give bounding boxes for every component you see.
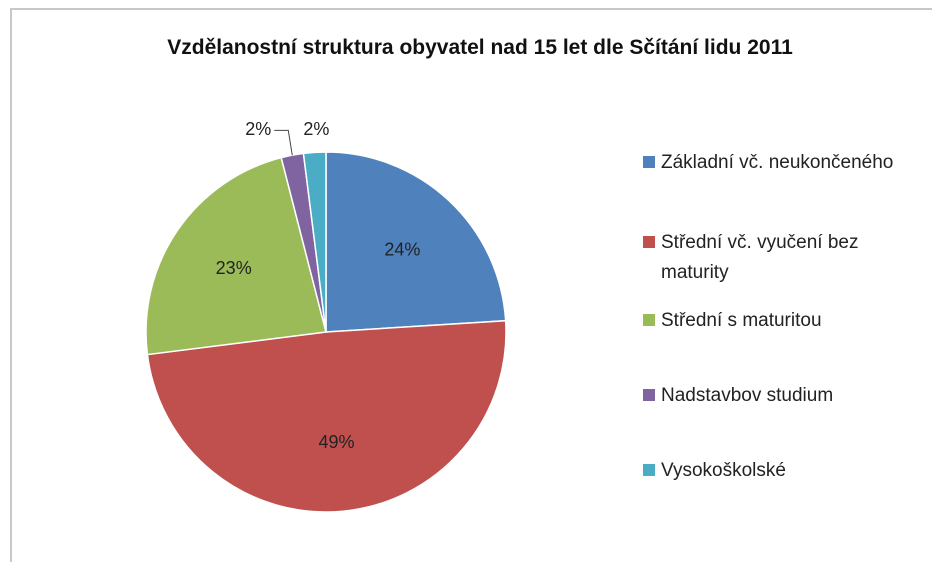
- legend-item: Střední s maturitou: [643, 306, 923, 336]
- pie-slice: [325, 151, 507, 333]
- data-label: 2%: [245, 119, 271, 139]
- data-label: 23%: [216, 258, 252, 278]
- chart-frame: [10, 8, 932, 562]
- pie-slice: [146, 319, 507, 513]
- legend-item: Základní vč. neukončeného: [643, 148, 923, 178]
- legend-swatch: [643, 314, 655, 326]
- legend-item: Střední vč. vyučení bez maturity: [643, 228, 923, 288]
- data-label: 49%: [318, 432, 354, 452]
- legend-label: Základní vč. neukončeného: [661, 152, 894, 173]
- pie-slice: [302, 151, 327, 333]
- legend-swatch: [643, 464, 655, 476]
- legend-swatch: [643, 156, 655, 168]
- pie-slice: [145, 156, 327, 356]
- legend-label: Nadstavbov studium: [661, 385, 834, 406]
- data-label: 2%: [303, 119, 329, 139]
- chart-title: Vzdělanostní struktura obyvatel nad 15 l…: [167, 36, 793, 59]
- legend-item: Vysokoškolské: [643, 456, 923, 486]
- legend-label: Střední vč. vyučení bez maturity: [661, 232, 859, 283]
- legend-swatch: [643, 236, 655, 248]
- legend-label: Vysokoškolské: [661, 460, 786, 481]
- data-label: 24%: [384, 239, 420, 259]
- legend-swatch: [643, 389, 655, 401]
- legend-item: Nadstavbov studium: [643, 381, 923, 411]
- leader-line: [274, 129, 293, 156]
- legend-label: Střední s maturitou: [661, 310, 822, 331]
